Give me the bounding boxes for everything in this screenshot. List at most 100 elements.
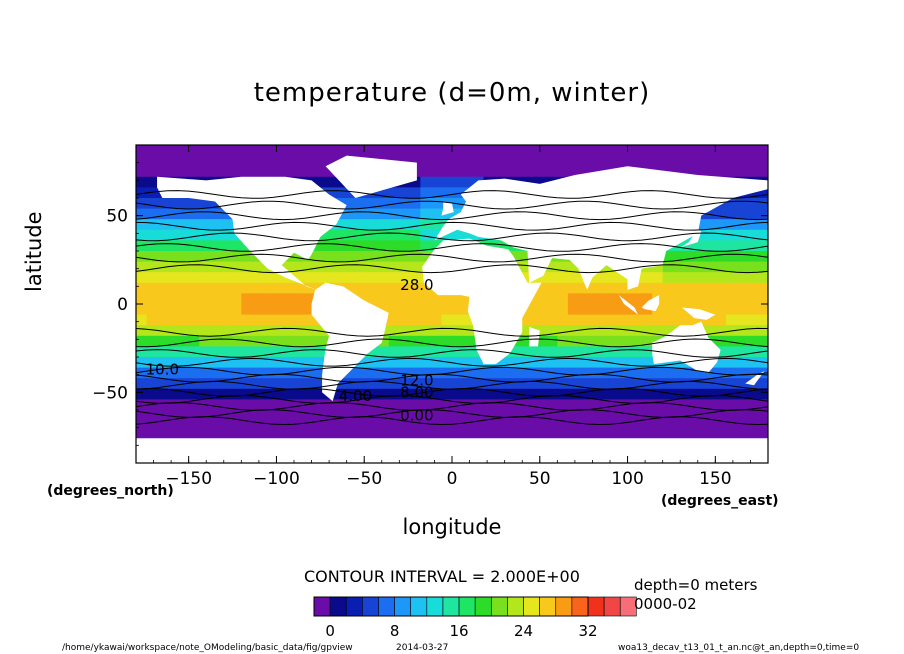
field-cell [704,304,716,316]
field-cell [725,431,737,443]
field-cell [399,198,411,210]
field-cell [283,282,295,294]
field-cell [525,176,537,188]
field-cell [430,198,443,210]
field-cell [178,357,190,369]
field-cell [736,420,748,432]
field-cell [725,282,737,294]
field-cell [578,282,590,294]
field-cell [715,325,727,337]
field-cell [136,208,148,220]
field-cell [567,155,579,167]
field-cell [157,282,169,294]
field-cell [683,240,695,252]
field-cell [746,431,759,443]
field-cell [304,410,316,422]
field-cell [399,229,411,241]
field-cell [146,198,158,210]
field-cell [757,325,768,337]
field-cell [620,314,632,326]
field-cell [673,240,685,252]
field-cell [378,208,390,220]
field-cell [652,261,664,273]
field-cell [136,304,148,316]
x-tick-label: 0 [447,469,458,489]
field-cell [483,410,495,422]
field-cell [652,155,664,167]
field-cell [599,431,611,443]
field-cell [136,431,148,443]
field-cell [262,335,274,347]
field-cell [167,219,179,231]
field-cell [367,388,379,400]
field-cell [631,155,643,167]
field-cell [146,420,158,432]
field-cell [262,325,274,337]
field-cell [146,346,158,358]
field-cell [304,155,316,167]
field-cell [294,399,306,411]
field-cell [620,293,632,305]
field-cell [420,282,432,294]
field-cell [473,155,485,167]
field-cell [567,388,579,400]
field-cell [146,293,158,305]
field-cell [473,166,485,178]
field-cell [631,145,643,157]
field-cell [631,388,643,400]
field-cell [683,367,695,379]
field-cell [378,399,390,411]
field-cell [578,335,590,347]
field-cell [588,272,601,284]
field-cell [746,410,759,422]
field-cell [220,219,232,231]
field-cell [515,367,527,379]
field-cell [199,431,211,443]
field-cell [199,325,211,337]
land-shape [641,295,660,312]
x-tick-label: 150 [699,469,731,489]
field-cell [652,367,664,379]
field-cell [336,251,348,263]
field-cell [346,410,358,422]
field-cell [241,251,253,263]
field-cell [188,357,200,369]
field-cell [578,388,590,400]
field-cell [746,229,759,241]
field-cell [620,346,632,358]
field-cell [188,261,200,273]
field-cell [715,388,727,400]
colorbar-cell [555,596,573,617]
field-cell [136,219,148,231]
contour-line [136,200,768,210]
field-cell [673,282,685,294]
field-cell [683,155,695,167]
field-cell [167,346,179,358]
field-cell [199,335,211,347]
field-cell [262,293,274,305]
field-cell [546,293,558,305]
field-cell [757,145,768,157]
field-cell [220,272,232,284]
field-cell [599,335,611,347]
field-cell [294,335,306,347]
field-cell [399,293,411,305]
field-cell [452,367,464,379]
field-cell [199,166,211,178]
field-cell [378,282,390,294]
field-cell [336,388,348,400]
field-cell [167,335,179,347]
field-cell [599,272,611,284]
field-cell [736,251,748,263]
field-cell [367,145,379,157]
field-cell [694,314,706,326]
field-cell [420,187,432,199]
field-cell [357,251,369,263]
field-cell [673,293,685,305]
field-cell [567,304,579,316]
field-cell [452,304,464,316]
field-cell [504,367,516,379]
field-cell [588,145,601,157]
field-cell [262,420,274,432]
field-cell [188,388,200,400]
